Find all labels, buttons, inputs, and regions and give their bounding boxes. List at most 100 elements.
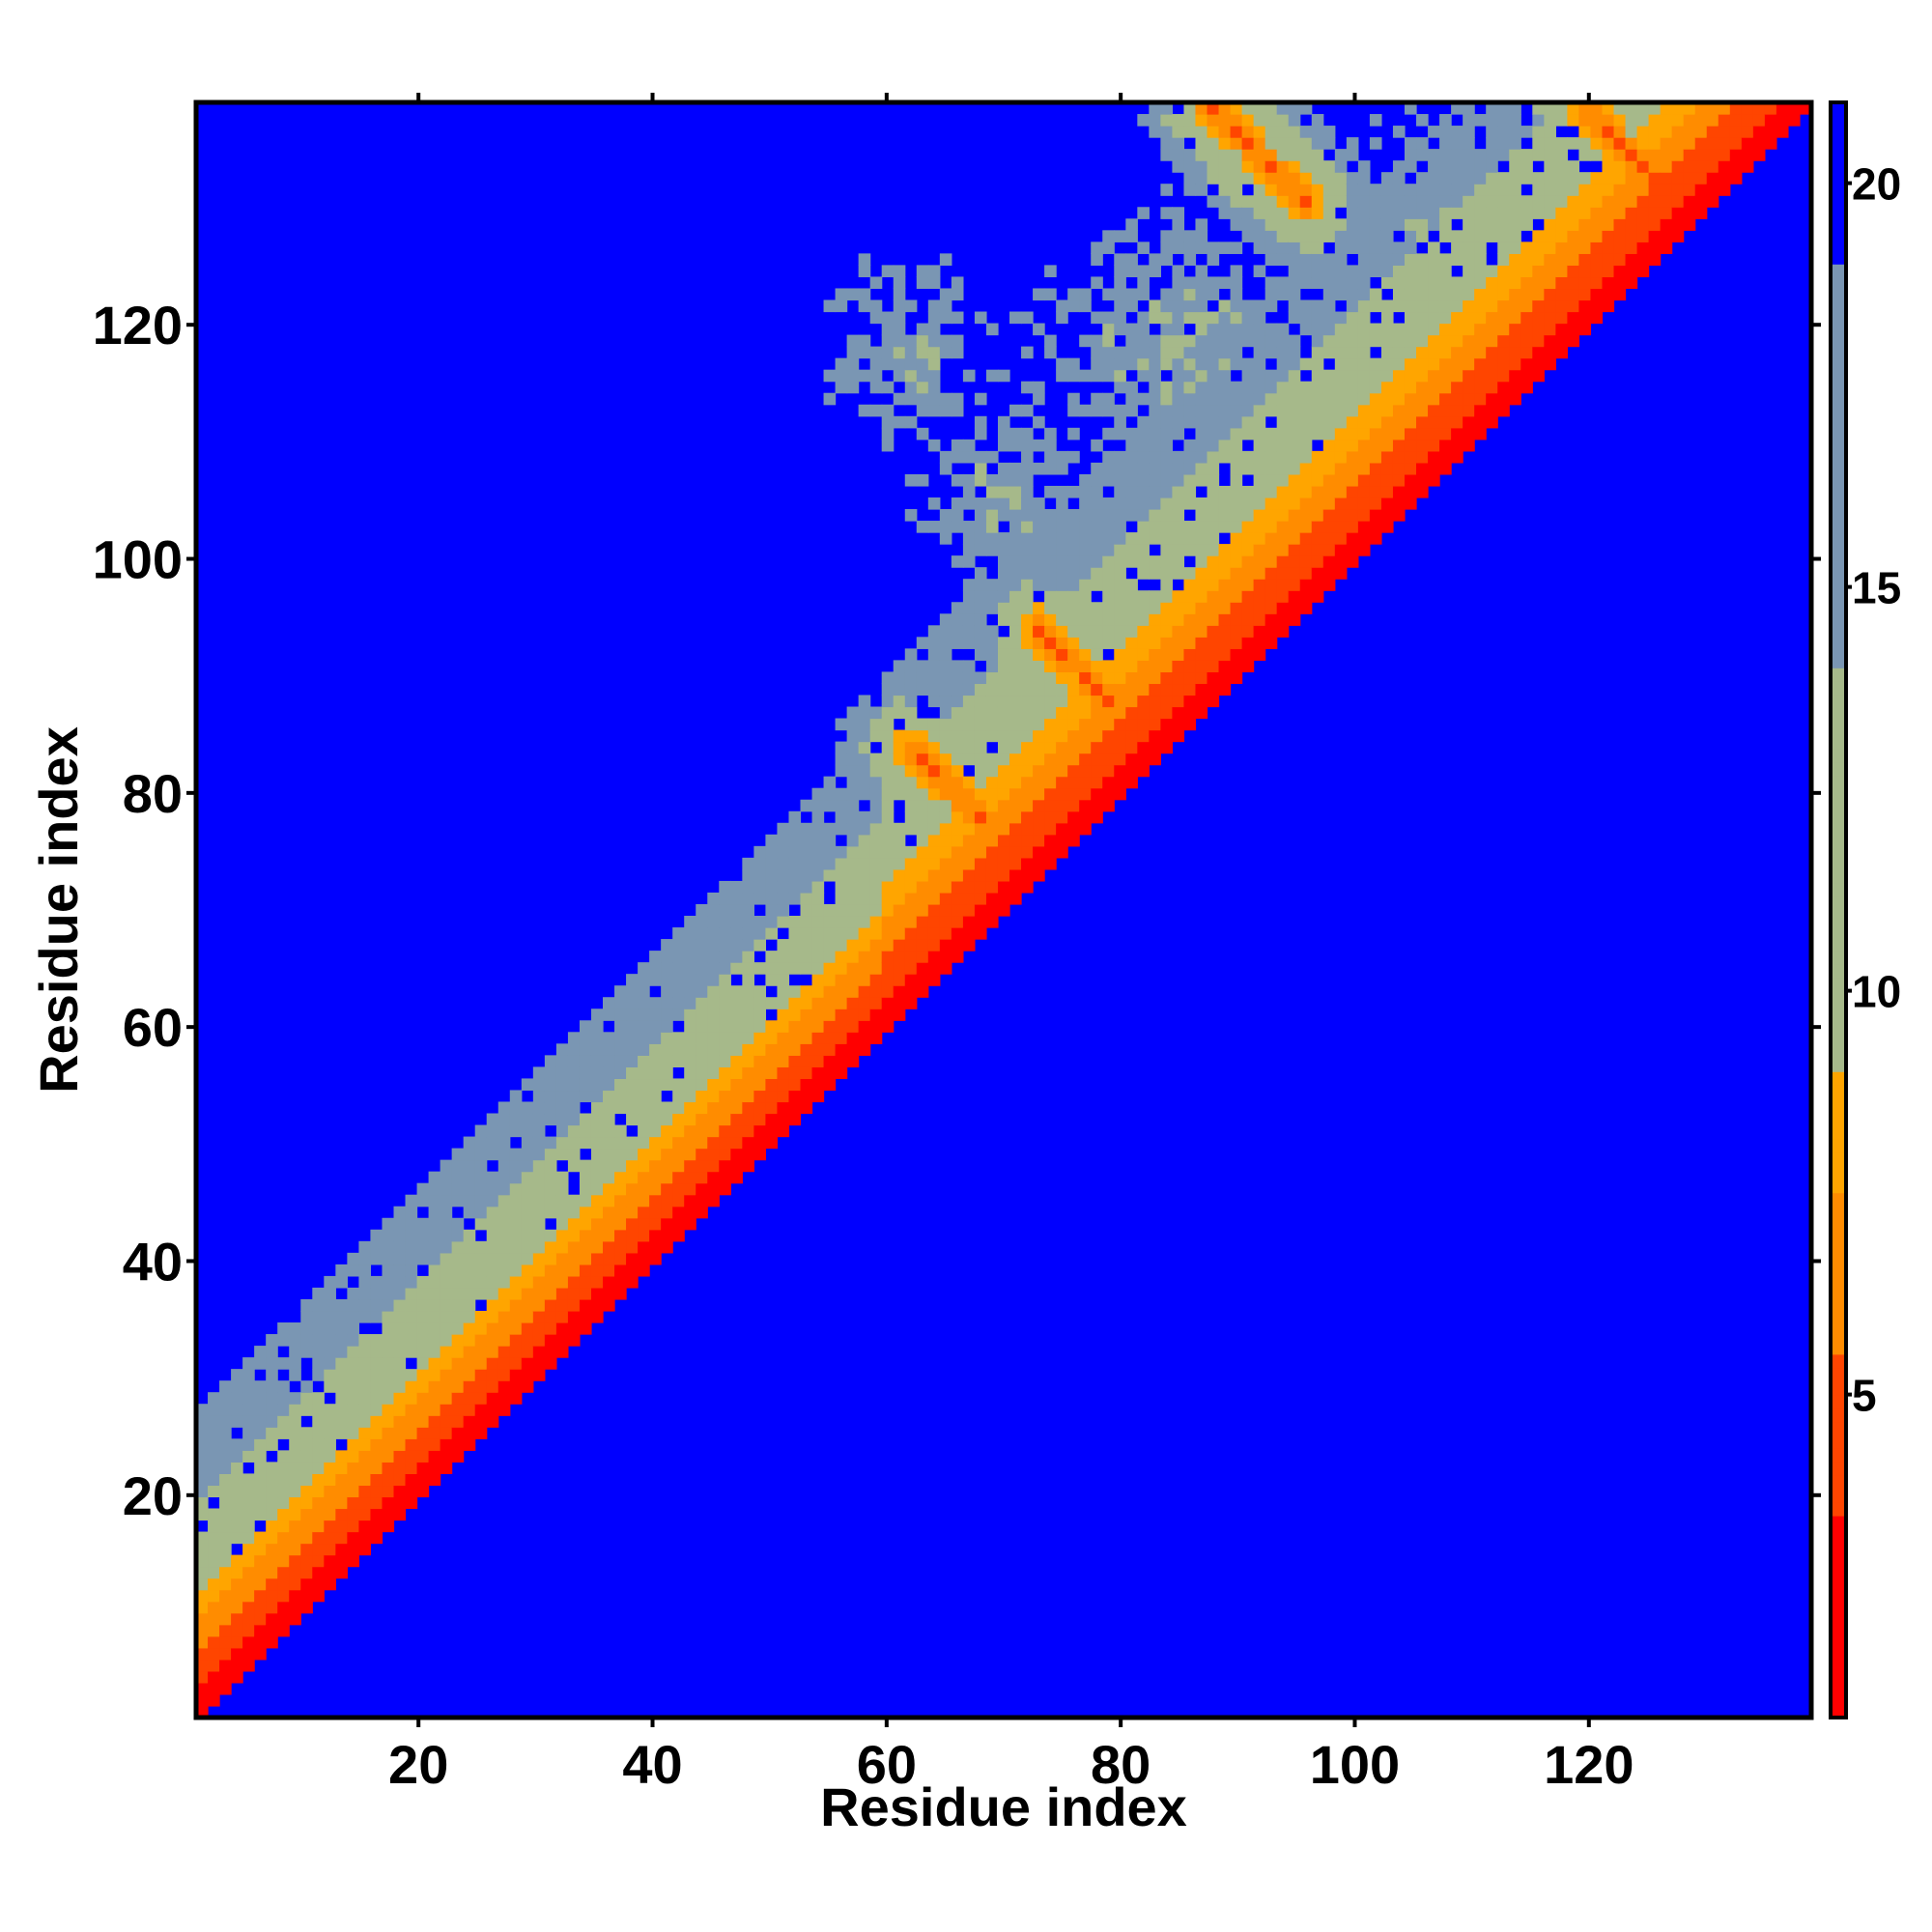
colorbar-segment	[1831, 371, 1846, 386]
heatmap-cell	[567, 1066, 581, 1080]
heatmap-cell	[1241, 427, 1255, 440]
heatmap-cell	[985, 845, 999, 859]
heatmap-cell	[672, 1032, 685, 1044]
heatmap-cell	[811, 927, 825, 940]
heatmap-cell	[300, 1298, 313, 1312]
heatmap-cell	[1160, 590, 1174, 603]
heatmap-cell	[428, 1298, 441, 1312]
heatmap-cell	[1195, 579, 1208, 591]
heatmap-cell	[626, 1136, 639, 1150]
heatmap-cell	[672, 951, 685, 963]
heatmap-cell	[1033, 845, 1045, 859]
colorbar-segment	[1831, 291, 1846, 305]
heatmap-cell	[823, 962, 837, 975]
heatmap-cell	[1009, 799, 1022, 812]
heatmap-cell	[1334, 253, 1348, 266]
heatmap-cell	[1380, 253, 1394, 266]
heatmap-cell	[1067, 834, 1080, 847]
heatmap-cell	[1207, 149, 1220, 161]
heatmap-cell	[521, 1171, 534, 1184]
heatmap-cell	[1230, 346, 1243, 359]
heatmap-cell	[1544, 207, 1556, 219]
colorbar-segment	[1831, 1233, 1846, 1247]
heatmap-cell	[1114, 427, 1126, 440]
heatmap-cell	[1544, 218, 1556, 231]
heatmap-cell	[521, 1310, 534, 1323]
heatmap-cell	[939, 532, 952, 545]
heatmap-cell	[242, 1566, 255, 1579]
heatmap-cell	[1021, 810, 1034, 824]
heatmap-cell	[440, 1334, 453, 1347]
heatmap-cell	[1033, 648, 1045, 661]
heatmap-cell	[719, 997, 731, 1009]
heatmap-cell	[1091, 439, 1103, 452]
heatmap-cell	[242, 1450, 255, 1463]
heatmap-cell	[1021, 579, 1034, 591]
heatmap-cell	[638, 1229, 650, 1242]
heatmap-cell	[393, 1450, 407, 1463]
heatmap-cell	[254, 1531, 267, 1545]
heatmap-cell	[962, 834, 976, 847]
heatmap-cell	[1567, 288, 1580, 301]
colorbar-segment	[1831, 775, 1846, 790]
heatmap-cell	[1322, 311, 1336, 325]
heatmap-cell	[266, 1612, 278, 1626]
heatmap-cell	[1369, 462, 1382, 475]
heatmap-cell	[927, 857, 941, 870]
heatmap-cell	[974, 637, 987, 649]
heatmap-cell	[1602, 114, 1615, 127]
heatmap-cell	[521, 1078, 534, 1092]
heatmap-cell	[312, 1531, 325, 1545]
colorbar-segment	[1831, 183, 1846, 198]
heatmap-cell	[463, 1171, 476, 1184]
heatmap-cell	[916, 265, 929, 278]
heatmap-cell	[1311, 311, 1324, 325]
heatmap-cell	[730, 892, 743, 905]
heatmap-cell	[405, 1298, 418, 1312]
heatmap-cell	[1264, 509, 1278, 522]
heatmap-cell	[1044, 462, 1057, 475]
heatmap-cell	[1218, 648, 1232, 661]
heatmap-cell	[335, 1275, 348, 1289]
heatmap-cell	[1288, 532, 1301, 545]
heatmap-cell	[939, 334, 952, 348]
heatmap-cell	[1172, 126, 1185, 138]
heatmap-cell	[1160, 729, 1174, 743]
heatmap-cell	[1160, 346, 1174, 359]
heatmap-cell	[638, 1101, 650, 1115]
heatmap-cell	[904, 381, 918, 394]
heatmap-cell	[219, 1427, 232, 1439]
heatmap-cell	[1253, 230, 1266, 242]
heatmap-cell	[497, 1229, 511, 1242]
heatmap-cell	[916, 892, 929, 905]
heatmap-cell	[1299, 172, 1313, 185]
heatmap-cell	[1149, 532, 1161, 545]
heatmap-cell	[324, 1438, 336, 1451]
heatmap-cell	[765, 1055, 779, 1067]
heatmap-cell	[1067, 509, 1080, 522]
colorbar-segment	[1831, 1555, 1846, 1571]
heatmap-cell	[1636, 207, 1650, 219]
heatmap-cell	[811, 1066, 825, 1080]
heatmap-cell	[1463, 242, 1475, 254]
heatmap-cell	[509, 1240, 523, 1254]
heatmap-cell	[579, 1032, 592, 1044]
heatmap-cell	[1044, 579, 1057, 591]
heatmap-cell	[324, 1380, 336, 1393]
heatmap-cell	[974, 450, 987, 464]
colorbar-segment	[1831, 708, 1846, 723]
heatmap-cell	[486, 1206, 499, 1219]
heatmap-cell	[684, 1148, 696, 1161]
heatmap-cell	[1706, 126, 1719, 138]
heatmap-cell	[997, 729, 1010, 743]
heatmap-cell	[266, 1554, 278, 1568]
heatmap-cell	[1137, 660, 1150, 673]
heatmap-cell	[382, 1508, 395, 1521]
heatmap-cell	[1613, 126, 1627, 138]
heatmap-cell	[1613, 288, 1627, 301]
heatmap-cell	[753, 939, 767, 952]
heatmap-cell	[730, 1020, 743, 1033]
heatmap-cell	[985, 648, 999, 661]
heatmap-cell	[811, 962, 825, 975]
heatmap-cell	[1230, 450, 1243, 464]
